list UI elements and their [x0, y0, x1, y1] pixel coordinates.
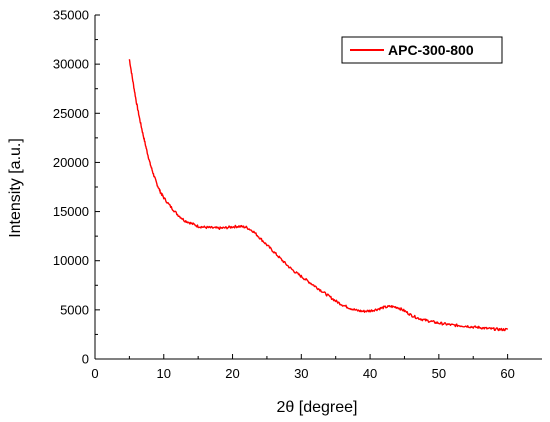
y-tick-label: 20000 [53, 155, 89, 170]
x-tick-label: 10 [157, 366, 171, 381]
series-line-apc-300-800 [128, 59, 509, 332]
y-tick-label: 35000 [53, 8, 89, 23]
tick-labels: 0 10 20 30 40 50 60 0 5000 10000 15000 20000 25000 30… [53, 8, 515, 382]
y-axis-title: Intensity [a.u.] [7, 138, 24, 238]
y-tick-label: 10000 [53, 253, 89, 268]
x-tick-label: 50 [432, 366, 446, 381]
axis-ticks [94, 14, 509, 360]
x-tick-label: 0 [91, 366, 98, 381]
legend-label-apc-300-800: APC-300-800 [388, 42, 474, 58]
y-tick-label: 25000 [53, 106, 89, 121]
legend: APC-300-800 [341, 36, 503, 64]
series-group [128, 59, 509, 332]
x-tick-label: 40 [363, 366, 377, 381]
y-tick-label: 30000 [53, 57, 89, 72]
y-tick-label: 15000 [53, 204, 89, 219]
y-tick-label: 0 [82, 352, 89, 367]
x-axis-title: 2θ [degree] [277, 399, 358, 416]
x-tick-label: 30 [294, 366, 308, 381]
axes [94, 15, 542, 360]
x-tick-label: 60 [500, 366, 514, 381]
x-tick-label: 20 [225, 366, 239, 381]
y-tick-label: 5000 [60, 302, 89, 317]
